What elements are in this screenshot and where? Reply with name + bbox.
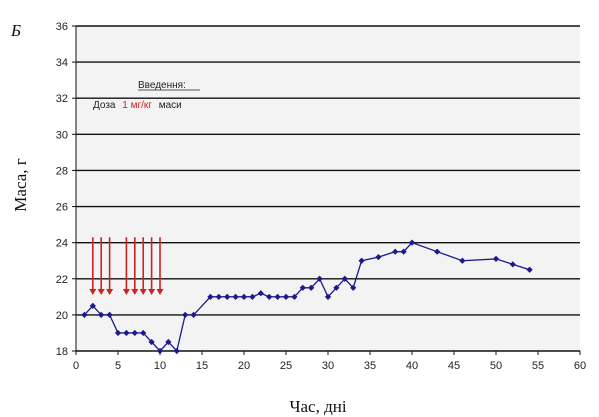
x-tick-label: 20 xyxy=(238,360,250,372)
injection-arrows xyxy=(89,237,164,296)
injection-arrow xyxy=(131,237,139,296)
x-tick-label: 55 xyxy=(532,360,544,372)
x-tick-label: 25 xyxy=(280,360,292,372)
y-tick-label: 36 xyxy=(56,21,68,33)
x-tick-label: 0 xyxy=(73,360,79,372)
y-tick-label: 20 xyxy=(56,310,68,322)
y-tick-label: 22 xyxy=(56,274,68,286)
x-tick-label: 35 xyxy=(364,360,376,372)
annotation-title: Введення: xyxy=(138,80,186,91)
injection-arrow xyxy=(89,237,97,296)
data-point xyxy=(408,239,416,246)
x-tick-label: 15 xyxy=(196,360,208,372)
data-point xyxy=(257,290,264,297)
data-point xyxy=(492,255,500,263)
injection-arrow xyxy=(156,237,164,296)
data-point xyxy=(316,275,323,282)
data-point xyxy=(509,261,516,268)
x-tick-label: 5 xyxy=(115,360,121,372)
plot-area xyxy=(76,26,580,351)
annotation-dose: Доза 1 мг/кг маси xyxy=(93,100,182,111)
injection-arrow xyxy=(106,237,114,296)
y-tick-label: 32 xyxy=(56,93,68,105)
data-point xyxy=(459,257,466,264)
data-point xyxy=(266,293,273,300)
x-axis-title: Час, дні xyxy=(289,397,346,416)
y-axis-title: Маса, г xyxy=(11,158,30,211)
x-tick-label: 40 xyxy=(406,360,418,372)
y-tick-labels: 18 20 22 24 26 28 30 32 34 36 xyxy=(56,21,68,358)
y-tick-label: 34 xyxy=(56,57,68,69)
data-point xyxy=(274,293,281,300)
data-point xyxy=(299,284,306,291)
y-tick-label: 28 xyxy=(56,165,68,177)
data-point xyxy=(148,338,155,346)
data-point xyxy=(291,293,298,300)
data-point xyxy=(308,284,315,291)
series-group xyxy=(81,239,533,355)
injection-arrow xyxy=(148,237,156,296)
data-point xyxy=(350,284,357,291)
injection-arrow xyxy=(139,237,147,296)
x-tick-labels: 0 5 10 15 20 25 30 35 40 45 50 55 60 xyxy=(73,360,586,372)
data-point xyxy=(282,293,290,300)
x-tick-label: 45 xyxy=(448,360,460,372)
x-tick-label: 30 xyxy=(322,360,334,372)
y-tick-label: 18 xyxy=(56,346,68,358)
x-tick-label: 60 xyxy=(574,360,586,372)
data-point xyxy=(341,275,348,282)
y-tick-label: 24 xyxy=(56,238,68,250)
data-point xyxy=(232,293,239,300)
y-tick-label: 30 xyxy=(56,129,68,141)
data-point xyxy=(324,293,332,300)
injection-arrow xyxy=(122,237,130,296)
data-point xyxy=(333,284,340,291)
x-tick-label: 50 xyxy=(490,360,502,372)
annotation-dose-prefix: Доза xyxy=(93,100,116,111)
data-point xyxy=(375,253,382,261)
data-point xyxy=(358,257,365,264)
y-tick-label: 26 xyxy=(56,202,68,214)
annotation-dose-value: 1 мг/кг xyxy=(122,100,152,111)
panel-label: Б xyxy=(10,21,21,40)
data-point xyxy=(190,311,197,319)
injection-arrow xyxy=(97,237,105,296)
x-tick-label: 10 xyxy=(154,360,166,372)
annotation-dose-suffix: маси xyxy=(159,100,182,111)
